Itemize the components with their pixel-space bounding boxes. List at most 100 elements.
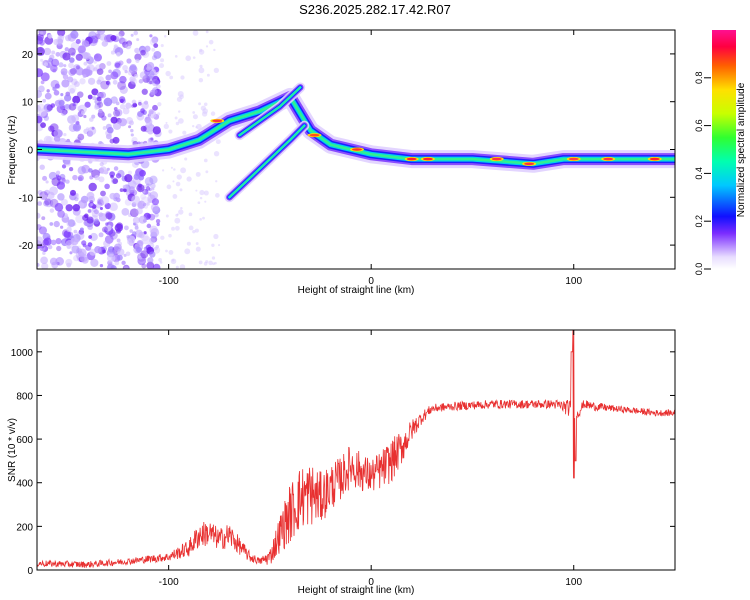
spectrogram-noise-blob bbox=[215, 139, 221, 145]
spectrogram-noise-blob bbox=[106, 253, 116, 263]
spectrogram-noise-blob bbox=[64, 47, 69, 52]
spectrogram-noise-blob bbox=[188, 212, 193, 217]
spectrogram-noise-blob bbox=[114, 108, 123, 117]
spectrogram-noise-blob bbox=[62, 52, 71, 61]
spectrogram-noise-blob bbox=[152, 77, 157, 82]
spectrogram-noise-blob bbox=[56, 245, 62, 252]
spectrogram-noise-blob bbox=[68, 47, 76, 56]
spectrogram-noise-blob bbox=[62, 73, 69, 80]
spectrogram-noise-blob bbox=[168, 129, 173, 134]
spectrogram-noise-blob bbox=[151, 36, 159, 44]
spectrogram-noise-blob bbox=[61, 164, 67, 169]
spectrogram-noise-blob bbox=[88, 182, 97, 192]
spectrogram-noise-blob bbox=[51, 50, 56, 55]
spectrogram-noise-blob bbox=[160, 235, 165, 240]
spectrogram-noise-blob bbox=[94, 246, 102, 254]
spectrogram-noise-blob bbox=[196, 123, 202, 130]
spectrogram-noise-blob bbox=[52, 86, 57, 92]
spectrogram-noise-blob bbox=[146, 66, 151, 71]
spectrogram-noise-blob bbox=[135, 223, 139, 228]
spectrogram-noise-blob bbox=[208, 260, 213, 266]
spectrogram-noise-blob bbox=[99, 33, 107, 41]
spectrogram-noise-blob bbox=[149, 175, 158, 185]
spectrogram-noise-blob bbox=[55, 238, 62, 245]
spectrogram-noise-blob bbox=[159, 63, 165, 69]
spectrogram-noise-blob bbox=[178, 209, 184, 215]
spectrogram-ridge-upper-branch bbox=[238, 86, 301, 136]
spectrogram-noise-blob bbox=[218, 244, 221, 247]
spectrogram-noise-blob bbox=[146, 183, 150, 188]
spectrogram-noise-blob bbox=[129, 76, 136, 83]
spectrogram-noise-blob bbox=[133, 30, 139, 36]
spectrogram-noise-blob bbox=[112, 79, 118, 85]
spectrogram-noise-blob bbox=[57, 38, 63, 45]
spectrogram-noise-blob bbox=[138, 255, 143, 260]
spectrogram-noise-blob bbox=[166, 184, 172, 190]
spectrogram-noise-blob bbox=[42, 175, 48, 181]
spectrogram-noise-blob bbox=[75, 53, 83, 61]
spectrogram-noise-blob bbox=[151, 198, 160, 206]
spectrogram-noise-blob bbox=[146, 213, 152, 219]
spectrogram-noise-blob bbox=[151, 55, 158, 61]
spectrogram-noise-blob bbox=[40, 58, 44, 62]
spectrogram-noise-blob bbox=[215, 193, 220, 198]
spectrogram-noise-blob bbox=[71, 114, 80, 123]
spectrogram-noise-blob bbox=[74, 81, 80, 87]
spectrogram-noise-blob bbox=[75, 214, 84, 224]
spectrogram-noise-blob bbox=[39, 245, 46, 252]
spectrogram-noise-blob bbox=[60, 93, 64, 97]
spectrogram-noise-blob bbox=[116, 238, 121, 243]
spectrogram-noise-blob bbox=[72, 203, 81, 212]
spectrogram-noise-blob bbox=[174, 217, 181, 224]
spectrogram-ridge-main bbox=[37, 95, 675, 166]
spectrogram-noise-blob bbox=[56, 43, 63, 50]
spectrogram-noise-blob bbox=[160, 58, 165, 63]
spectrogram-noise-blob bbox=[211, 256, 216, 260]
spectrogram-noise-blob bbox=[125, 102, 132, 109]
spectrogram-noise-blob bbox=[55, 51, 61, 57]
spectrogram-noise-blob bbox=[96, 68, 104, 76]
spectrogram-noise-blob bbox=[61, 198, 68, 206]
spectrogram-noise-blob bbox=[126, 58, 132, 64]
spectrogram-noise-blob bbox=[148, 109, 154, 115]
spectrogram-noise-blob bbox=[83, 114, 87, 119]
spectrogram-noise-blob bbox=[104, 183, 110, 190]
spectrogram-noise-blob bbox=[57, 193, 65, 201]
spectrogram-noise-blob bbox=[174, 225, 180, 231]
spectrogram-noise-blob bbox=[102, 249, 106, 254]
spectrogram-noise-blob bbox=[129, 64, 137, 71]
spectrogram-noise-blob bbox=[135, 58, 140, 63]
spectrogram-hotspot-core bbox=[491, 157, 502, 161]
spectrogram-noise-blob bbox=[53, 90, 60, 96]
spectrogram-noise-blob bbox=[146, 202, 150, 206]
spectrogram-noise-blob bbox=[100, 195, 110, 205]
spectrogram-noise-blob bbox=[43, 115, 50, 121]
spectrogram-noise-blob bbox=[99, 62, 106, 70]
spectrogram-noise-blob bbox=[37, 115, 43, 124]
spectrogram-noise-blob bbox=[106, 126, 114, 134]
spectrogram-noise-blob bbox=[153, 43, 159, 48]
spectrogram-noise-blob bbox=[128, 120, 134, 126]
spectrogram-noise-blob bbox=[157, 102, 162, 107]
spectrogram-noise-blob bbox=[80, 110, 86, 115]
spectrogram-noise-blob bbox=[128, 125, 132, 129]
spectrogram-noise-blob bbox=[63, 64, 67, 68]
spectrogram-noise-blob bbox=[67, 76, 74, 83]
spectrogram-noise-blob bbox=[165, 70, 171, 77]
spectrogram-noise-blob bbox=[151, 78, 160, 87]
spectrogram-noise-blob bbox=[201, 111, 208, 117]
spectrogram-noise-blob bbox=[131, 195, 140, 205]
spectrogram-noise-blob bbox=[122, 184, 126, 189]
spectrogram-noise-blob bbox=[131, 99, 137, 105]
colorbar-tick-label: 0.8 bbox=[694, 72, 704, 85]
spectrogram-noise-blob bbox=[93, 209, 99, 215]
spectrogram-noise-blob bbox=[133, 245, 141, 254]
spectrogram-noise-blob bbox=[136, 38, 140, 42]
spectrogram-noise-blob bbox=[103, 239, 111, 248]
spectrogram-noise-blob bbox=[72, 123, 82, 132]
spectrogram-noise-blob bbox=[129, 208, 139, 218]
spectrogram-noise-blob bbox=[39, 243, 45, 249]
spectrogram-noise-blob bbox=[72, 95, 81, 104]
spectrogram-noise-blob bbox=[65, 204, 73, 212]
spectrogram-noise-blob bbox=[95, 203, 102, 209]
